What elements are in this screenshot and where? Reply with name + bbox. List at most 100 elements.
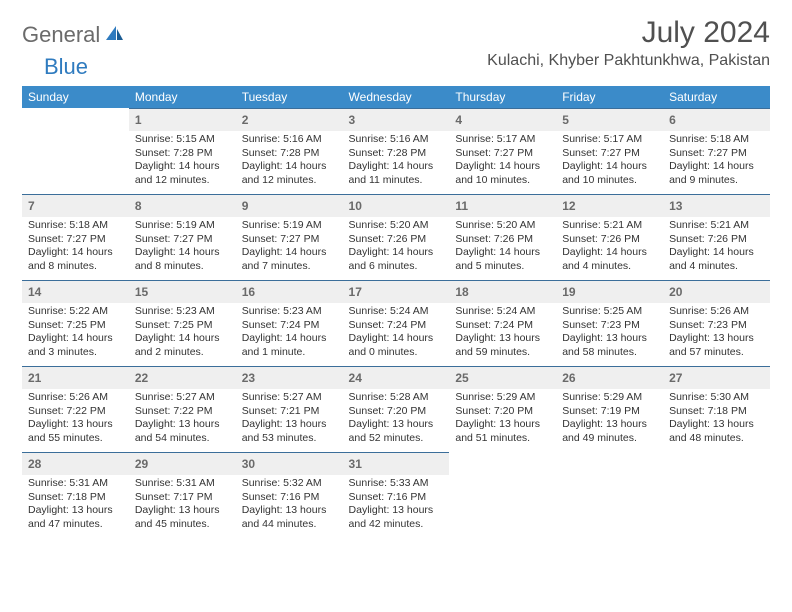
sunset-line: Sunset: 7:18 PM [28,491,123,505]
calendar-week-row: 7 Sunrise: 5:18 AM Sunset: 7:27 PM Daylight… [22,194,770,280]
daylight-line: Daylight: 14 hours and 6 minutes. [349,246,444,273]
calendar-day-cell: 28Sunrise: 5:31 AMSunset: 7:18 PMDayligh… [22,452,129,538]
day-number: 23 [242,371,255,385]
title-block: July 2024 Kulachi, Khyber Pakhtunkhwa, P… [487,16,770,70]
day-number: 24 [349,371,362,385]
calendar-day-cell: 24Sunrise: 5:28 AMSunset: 7:20 PMDayligh… [343,366,450,452]
daylight-line: Daylight: 13 hours and 44 minutes. [242,504,337,531]
sunset-line: Sunset: 7:22 PM [135,405,230,419]
calendar-day-cell: 26Sunrise: 5:29 AMSunset: 7:19 PMDayligh… [556,366,663,452]
calendar-header-cell: Thursday [449,86,556,108]
day-number: 3 [349,113,356,127]
sunrise-line: Sunrise: 5:16 AM [242,133,337,147]
sunset-line: Sunset: 7:23 PM [562,319,657,333]
calendar-day-cell: 15Sunrise: 5:23 AMSunset: 7:25 PMDayligh… [129,280,236,366]
calendar-header-cell: Wednesday [343,86,450,108]
calendar-day-cell: 30Sunrise: 5:32 AMSunset: 7:16 PMDayligh… [236,452,343,538]
sunset-line: Sunset: 7:28 PM [242,147,337,161]
daylight-line: Daylight: 13 hours and 58 minutes. [562,332,657,359]
sunrise-line: Sunrise: 5:16 AM [349,133,444,147]
logo: General [22,22,126,48]
daylight-line: Daylight: 14 hours and 8 minutes. [28,246,123,273]
calendar-day-cell [449,452,556,538]
daylight-line: Daylight: 13 hours and 51 minutes. [455,418,550,445]
daylight-line: Daylight: 14 hours and 5 minutes. [455,246,550,273]
sunset-line: Sunset: 7:17 PM [135,491,230,505]
calendar-header-cell: Tuesday [236,86,343,108]
sunset-line: Sunset: 7:20 PM [349,405,444,419]
day-number: 19 [562,285,575,299]
daylight-line: Daylight: 14 hours and 8 minutes. [135,246,230,273]
sunset-line: Sunset: 7:28 PM [349,147,444,161]
sunrise-line: Sunrise: 5:24 AM [349,305,444,319]
day-number: 6 [669,113,676,127]
daylight-line: Daylight: 13 hours and 47 minutes. [28,504,123,531]
day-number: 27 [669,371,682,385]
daylight-line: Daylight: 13 hours and 45 minutes. [135,504,230,531]
logo-sail-icon [104,24,124,47]
sunrise-line: Sunrise: 5:18 AM [669,133,764,147]
daylight-line: Daylight: 13 hours and 48 minutes. [669,418,764,445]
calendar-header-row: SundayMondayTuesdayWednesdayThursdayFrid… [22,86,770,108]
calendar-day-cell: 20Sunrise: 5:26 AMSunset: 7:23 PMDayligh… [663,280,770,366]
daylight-line: Daylight: 14 hours and 10 minutes. [562,160,657,187]
daylight-line: Daylight: 14 hours and 4 minutes. [562,246,657,273]
day-number: 22 [135,371,148,385]
calendar-day-cell: 31Sunrise: 5:33 AMSunset: 7:16 PMDayligh… [343,452,450,538]
sunrise-line: Sunrise: 5:27 AM [135,391,230,405]
sunrise-line: Sunrise: 5:21 AM [562,219,657,233]
calendar-day-cell: 25Sunrise: 5:29 AMSunset: 7:20 PMDayligh… [449,366,556,452]
sunset-line: Sunset: 7:24 PM [455,319,550,333]
sunset-line: Sunset: 7:22 PM [28,405,123,419]
calendar-day-cell: 9Sunrise: 5:19 AMSunset: 7:27 PMDaylight… [236,194,343,280]
calendar-day-cell: 2Sunrise: 5:16 AMSunset: 7:28 PMDaylight… [236,108,343,194]
calendar-week-row: 21Sunrise: 5:26 AMSunset: 7:22 PMDayligh… [22,366,770,452]
sunset-line: Sunset: 7:24 PM [349,319,444,333]
sunrise-line: Sunrise: 5:29 AM [455,391,550,405]
sunset-line: Sunset: 7:19 PM [562,405,657,419]
sunrise-line: Sunrise: 5:31 AM [135,477,230,491]
day-number: 13 [669,199,682,213]
daylight-line: Daylight: 14 hours and 9 minutes. [669,160,764,187]
daylight-line: Daylight: 13 hours and 54 minutes. [135,418,230,445]
sunrise-line: Sunrise: 5:21 AM [669,219,764,233]
sunset-line: Sunset: 7:26 PM [669,233,764,247]
sunrise-line: Sunrise: 5:18 AM [28,219,123,233]
logo-word-2: Blue [44,54,88,80]
day-number: 16 [242,285,255,299]
sunrise-line: Sunrise: 5:30 AM [669,391,764,405]
sunset-line: Sunset: 7:20 PM [455,405,550,419]
calendar-day-cell: 4Sunrise: 5:17 AMSunset: 7:27 PMDaylight… [449,108,556,194]
day-number: 2 [242,113,249,127]
sunset-line: Sunset: 7:27 PM [242,233,337,247]
day-number: 29 [135,457,148,471]
day-number: 30 [242,457,255,471]
calendar-header-cell: Monday [129,86,236,108]
calendar-day-cell: 3Sunrise: 5:16 AMSunset: 7:28 PMDaylight… [343,108,450,194]
day-number: 20 [669,285,682,299]
calendar-day-cell: 14Sunrise: 5:22 AMSunset: 7:25 PMDayligh… [22,280,129,366]
sunset-line: Sunset: 7:24 PM [242,319,337,333]
calendar-day-cell: 13Sunrise: 5:21 AMSunset: 7:26 PMDayligh… [663,194,770,280]
sunrise-line: Sunrise: 5:26 AM [669,305,764,319]
sunset-line: Sunset: 7:21 PM [242,405,337,419]
calendar-week-row: 28Sunrise: 5:31 AMSunset: 7:18 PMDayligh… [22,452,770,538]
calendar-day-cell: 7Sunrise: 5:18 AMSunset: 7:27 PMDaylight… [22,194,129,280]
sunset-line: Sunset: 7:28 PM [135,147,230,161]
sunrise-line: Sunrise: 5:24 AM [455,305,550,319]
day-number: 4 [455,113,462,127]
calendar-day-cell: 22 Sunrise: 5:27 AMSunset: 7:22 PMDayligh… [129,366,236,452]
sunrise-line: Sunrise: 5:19 AM [242,219,337,233]
sunrise-line: Sunrise: 5:23 AM [135,305,230,319]
sunset-line: Sunset: 7:26 PM [349,233,444,247]
sunrise-line: Sunrise: 5:27 AM [242,391,337,405]
location-subtitle: Kulachi, Khyber Pakhtunkhwa, Pakistan [487,52,770,70]
day-number: 11 [455,199,468,213]
day-number: 7 [28,199,35,213]
daylight-line: Daylight: 13 hours and 49 minutes. [562,418,657,445]
sunset-line: Sunset: 7:25 PM [135,319,230,333]
day-number: 12 [562,199,575,213]
day-number: 18 [455,285,468,299]
calendar-body: 1Sunrise: 5:15 AMSunset: 7:28 PMDaylight… [22,108,770,538]
calendar-day-cell: 8Sunrise: 5:19 AMSunset: 7:27 PMDaylight… [129,194,236,280]
